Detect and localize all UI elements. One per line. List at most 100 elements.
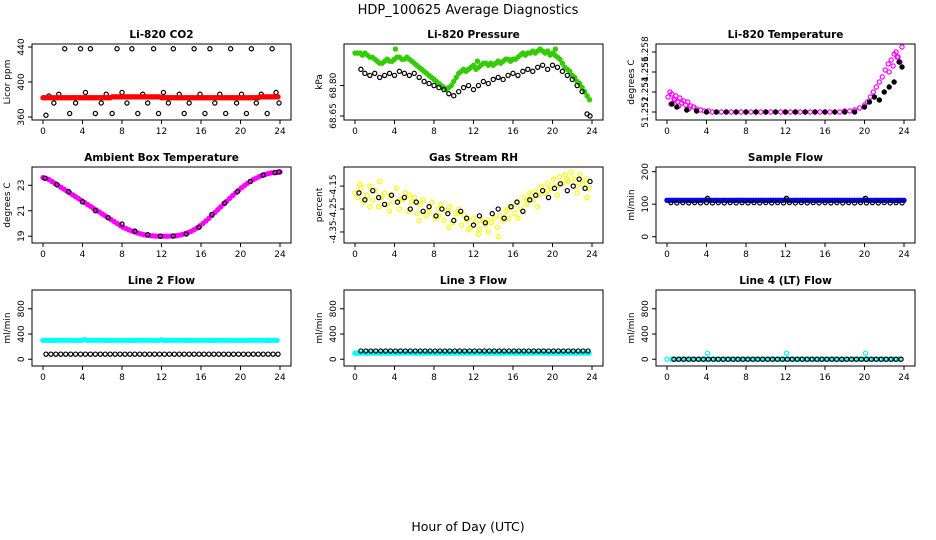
data-point xyxy=(751,199,757,206)
data-point xyxy=(87,46,94,52)
data-point xyxy=(812,109,818,115)
data-point xyxy=(713,109,720,115)
data-point xyxy=(896,356,902,362)
data-point xyxy=(356,190,362,196)
data-point xyxy=(43,351,49,357)
data-point xyxy=(255,351,261,357)
data-point xyxy=(471,348,478,354)
data-point xyxy=(738,109,744,115)
data-point xyxy=(787,356,794,362)
data-point xyxy=(713,356,720,362)
x-tick-label: 8 xyxy=(743,250,749,260)
data-point xyxy=(156,351,163,357)
data-point xyxy=(723,109,729,115)
data-point xyxy=(807,356,813,362)
data-point xyxy=(851,356,858,362)
series-black xyxy=(669,59,905,115)
data-point xyxy=(392,348,399,354)
data-point xyxy=(784,356,791,362)
y-axis-label: ml/min xyxy=(627,189,637,220)
data-point xyxy=(753,356,759,362)
x-tick-label: 20 xyxy=(235,250,247,260)
data-point xyxy=(848,356,855,362)
x-tick-label: 4 xyxy=(704,373,710,383)
x-tick-label: 12 xyxy=(468,250,479,260)
y-tick-label: 0 xyxy=(329,356,339,362)
x-tick-label: 16 xyxy=(507,373,519,383)
data-point xyxy=(857,199,864,206)
data-point xyxy=(358,66,364,73)
data-point xyxy=(817,356,823,362)
panel-5: Gas Stream RH percent 0 4 8 12 16 20 24 -4.35-4.2… xyxy=(315,152,604,260)
data-point xyxy=(426,80,432,87)
data-point xyxy=(431,82,437,89)
data-point xyxy=(373,187,379,194)
series-black xyxy=(43,46,282,118)
data-point xyxy=(540,348,547,354)
data-point xyxy=(432,348,438,354)
data-point xyxy=(222,110,229,117)
panel-title: Li-820 Pressure xyxy=(427,29,520,41)
x-tick-label: 16 xyxy=(819,373,831,383)
y-axis-label: ml/min xyxy=(3,312,13,343)
data-point xyxy=(879,74,885,80)
data-point xyxy=(568,169,574,175)
data-point xyxy=(893,199,899,206)
data-point xyxy=(376,204,382,210)
data-point xyxy=(381,190,388,196)
data-point xyxy=(740,356,746,362)
data-point xyxy=(786,199,793,206)
data-point xyxy=(862,350,869,356)
data-point xyxy=(495,74,501,81)
x-tick-label: 8 xyxy=(119,250,125,260)
data-point xyxy=(207,46,213,52)
data-point xyxy=(804,200,810,206)
data-point xyxy=(822,199,828,206)
data-point xyxy=(564,72,571,79)
data-point xyxy=(899,200,905,206)
data-point xyxy=(102,351,108,357)
data-point xyxy=(494,224,500,231)
plot-frame xyxy=(31,43,292,121)
data-point xyxy=(783,195,790,202)
data-point xyxy=(684,107,690,113)
data-point xyxy=(703,109,710,115)
y-axis-label: ml/min xyxy=(627,312,637,343)
data-point xyxy=(873,356,880,362)
data-point xyxy=(739,199,745,206)
x-tick-label: 24 xyxy=(274,127,286,137)
data-point xyxy=(109,110,115,117)
data-point xyxy=(792,109,799,115)
panel-4: Ambient Box Temperature degrees C 0 4 8 12 16 2… xyxy=(3,152,292,260)
data-point xyxy=(357,181,363,187)
data-point xyxy=(878,356,884,362)
data-point xyxy=(276,169,282,175)
data-point xyxy=(710,356,717,362)
data-point xyxy=(466,348,473,354)
data-point xyxy=(891,356,897,362)
y-tick-label: 21 xyxy=(17,205,27,216)
data-point xyxy=(842,356,848,362)
data-point xyxy=(438,201,444,208)
x-tick-label: 20 xyxy=(235,127,247,137)
data-point xyxy=(501,215,507,221)
data-point xyxy=(782,109,789,115)
data-point xyxy=(97,351,103,357)
data-point xyxy=(704,350,711,356)
y-tick-label: 68.65 xyxy=(329,103,339,129)
data-point xyxy=(819,356,825,362)
data-point xyxy=(862,195,869,202)
data-point xyxy=(161,351,168,357)
data-point xyxy=(881,199,887,206)
data-point xyxy=(370,187,376,194)
data-point xyxy=(743,356,749,362)
data-point xyxy=(758,356,764,362)
data-point xyxy=(234,188,241,195)
data-point xyxy=(171,351,178,357)
data-point xyxy=(408,199,414,205)
data-point xyxy=(260,172,266,178)
data-point xyxy=(137,351,143,357)
data-point xyxy=(789,356,796,362)
data-point xyxy=(476,226,483,233)
x-tick-label: 16 xyxy=(195,127,207,137)
